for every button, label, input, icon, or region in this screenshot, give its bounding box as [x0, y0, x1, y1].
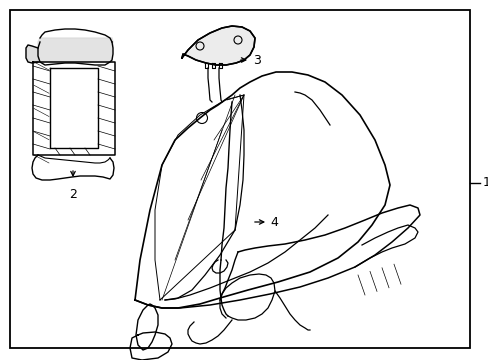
Text: 3: 3 [252, 54, 260, 67]
Text: 1: 1 [482, 176, 488, 189]
Text: 2: 2 [69, 188, 77, 201]
Polygon shape [182, 26, 254, 65]
Polygon shape [26, 45, 38, 63]
Text: 4: 4 [269, 216, 277, 229]
Polygon shape [38, 38, 113, 62]
